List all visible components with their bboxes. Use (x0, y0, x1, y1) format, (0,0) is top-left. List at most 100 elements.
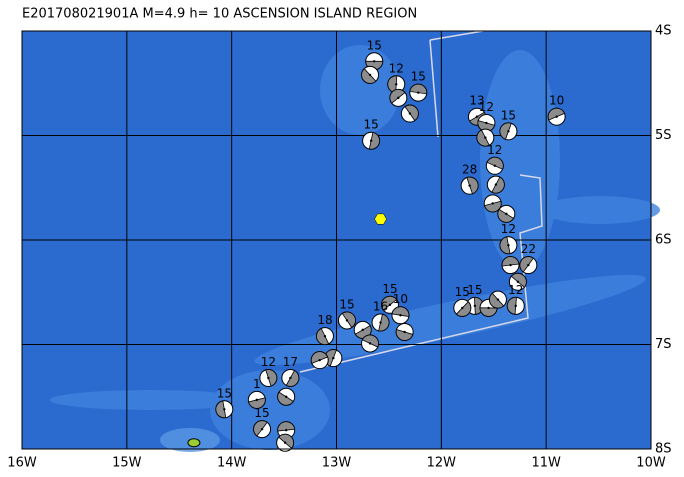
beachball-center (473, 304, 477, 308)
beachball-compression (310, 351, 329, 364)
beachball-center (318, 358, 321, 362)
depth-label: 15 (367, 38, 382, 52)
beachball-compression (253, 420, 268, 437)
beachball-center (527, 263, 530, 267)
beachball-compression (547, 107, 566, 121)
beachball-center (368, 342, 372, 345)
beachball-center (395, 83, 398, 86)
beachball-center (468, 184, 471, 187)
focal-mechanism (365, 52, 384, 71)
depth-label: 12 (487, 143, 502, 157)
beachball-compression (476, 129, 490, 147)
beachball-center (323, 334, 327, 338)
beachball-center (494, 183, 498, 186)
beachball-center (267, 376, 270, 380)
beachball-compression (265, 369, 278, 387)
plate-boundary (429, 39, 439, 138)
beachball-center (491, 202, 494, 205)
focal-mechanism (277, 387, 296, 406)
beachball-center (260, 427, 264, 431)
beachball-center (555, 115, 558, 118)
focal-mechanism (337, 311, 356, 330)
beachball-center (484, 136, 487, 139)
focal-mechanism (391, 306, 410, 325)
beachball-compression (455, 301, 472, 317)
map-frame (21, 30, 652, 450)
beachball-compression (486, 156, 504, 170)
beachball-center (507, 130, 510, 133)
depth-label: 12 (508, 283, 523, 297)
depth-label: 12 (501, 222, 516, 236)
beachball-center (516, 280, 520, 283)
beachball-compression (404, 104, 419, 122)
focal-mechanism (259, 368, 278, 387)
focal-mechanism (395, 322, 414, 341)
beachball-center (461, 306, 464, 310)
beachball-center (399, 314, 402, 317)
beachball-center (509, 263, 512, 267)
beachball-center (485, 121, 488, 125)
lon-tick-label: 13W (322, 456, 352, 471)
beachball-compression (506, 296, 517, 315)
focal-mechanism (215, 400, 234, 419)
focal-mechanism (460, 176, 479, 195)
beachball-center (388, 303, 392, 306)
focal-mechanism (499, 122, 518, 141)
focal-mechanism (483, 194, 502, 213)
lat-tick-label: 6S (655, 233, 672, 248)
lat-tick-label: 7S (655, 337, 672, 352)
beachball-compression (389, 89, 406, 104)
depth-label: 15 (382, 282, 397, 296)
beachball-compression (285, 369, 300, 387)
focal-mechanism (547, 107, 566, 126)
lat-tick-label: 8S (655, 442, 672, 457)
beachball-compression (501, 256, 520, 267)
beachball-center (368, 73, 372, 77)
plate-boundary (429, 30, 484, 41)
focal-mechanism (247, 390, 266, 409)
beachball-center (284, 395, 288, 398)
beachball-compression (499, 122, 512, 140)
beachball-center (475, 115, 479, 118)
map-title: E201708021901A M=4.9 h= 10 ASCENSION ISL… (22, 7, 417, 22)
beachball-center (417, 91, 420, 94)
lat-tick-label: 4S (655, 24, 672, 39)
beachball-compression (378, 313, 390, 332)
depth-label: 18 (317, 313, 332, 327)
lat-tick-label: 5S (655, 128, 672, 143)
focal-mechanism (476, 128, 495, 147)
beachball-compression (361, 334, 379, 348)
lon-tick-label: 16W (7, 456, 37, 471)
plate-boundary (299, 174, 543, 373)
lon-tick-label: 11W (531, 456, 561, 471)
focal-mechanism (506, 296, 525, 315)
beachball-center (408, 112, 412, 115)
beachball-center (284, 428, 288, 432)
epicenter (374, 213, 387, 225)
beachball-compression (466, 176, 479, 195)
focal-mechanism (361, 334, 380, 353)
focal-mechanism (488, 290, 507, 309)
beachball-center (397, 96, 400, 100)
depth-label: 28 (462, 163, 477, 177)
depth-label: 10 (549, 94, 564, 108)
beachball-compression (479, 307, 498, 317)
focal-mechanism (310, 351, 329, 370)
beachball-center (373, 60, 376, 63)
beachball-center (283, 441, 287, 444)
beachball-center (505, 212, 508, 216)
beachball-center (514, 304, 517, 308)
beachball-compression (278, 433, 294, 449)
depth-label: 15 (217, 386, 232, 400)
depth-label: 16 (373, 300, 388, 314)
depth-label: 15 (411, 70, 426, 84)
lon-tick-label: 12W (427, 456, 457, 471)
beachball-compression (381, 295, 398, 311)
beachball-compression (387, 75, 398, 94)
depth-label: 13 (469, 94, 484, 108)
beachball-center (345, 319, 349, 322)
beachball-compression (499, 236, 511, 255)
depth-label: 12 (479, 100, 494, 114)
